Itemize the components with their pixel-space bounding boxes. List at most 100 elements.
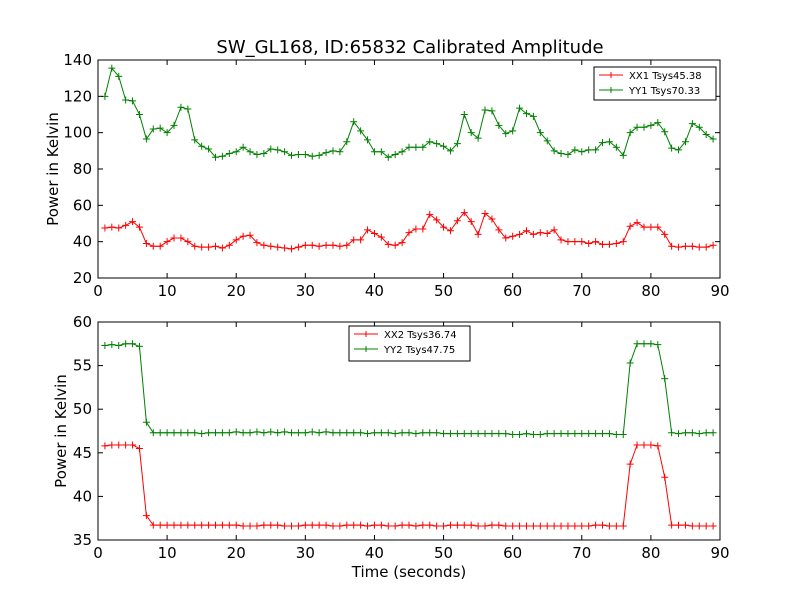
data-point-marker xyxy=(695,522,703,530)
data-point-marker xyxy=(274,146,282,154)
data-point-marker xyxy=(260,150,268,158)
data-point-marker xyxy=(516,230,524,238)
data-point-marker xyxy=(260,429,268,437)
data-point-marker xyxy=(398,429,406,437)
data-point-marker xyxy=(488,107,496,115)
data-point-marker xyxy=(426,429,434,437)
data-point-marker xyxy=(529,230,537,238)
data-point-marker xyxy=(350,118,358,126)
data-point-marker xyxy=(343,138,351,146)
data-point-marker xyxy=(529,522,537,530)
data-point-marker xyxy=(557,150,565,158)
data-point-marker xyxy=(281,522,289,530)
data-point-marker xyxy=(170,234,178,242)
data-point-marker xyxy=(205,429,213,437)
data-point-marker xyxy=(129,97,137,105)
x-tick-label: 20 xyxy=(227,282,246,300)
series-0 xyxy=(101,209,717,253)
data-point-marker xyxy=(391,241,399,249)
data-point-marker xyxy=(315,151,323,159)
x-tick-label: 30 xyxy=(296,544,315,562)
data-point-marker xyxy=(177,103,185,111)
series-1 xyxy=(101,340,717,438)
data-point-marker xyxy=(543,137,551,145)
data-point-marker xyxy=(412,225,420,233)
data-point-marker xyxy=(384,153,392,161)
data-point-marker xyxy=(294,243,302,251)
data-point-marker xyxy=(612,239,620,247)
y-tick-label: 45 xyxy=(73,444,92,462)
data-point-marker xyxy=(495,121,503,129)
data-point-marker xyxy=(177,234,185,242)
data-point-marker xyxy=(225,521,233,529)
data-point-marker xyxy=(142,239,150,247)
data-point-marker xyxy=(115,224,123,232)
data-point-marker xyxy=(440,522,448,530)
x-tick-label: 60 xyxy=(503,282,522,300)
data-point-marker xyxy=(688,522,696,530)
data-point-marker xyxy=(246,429,254,437)
data-point-marker xyxy=(681,242,689,250)
data-point-marker xyxy=(433,140,441,148)
data-point-marker xyxy=(211,521,219,529)
data-point-marker xyxy=(405,143,413,151)
data-point-marker xyxy=(640,223,648,231)
data-point-marker xyxy=(550,430,558,438)
data-point-marker xyxy=(619,430,627,438)
data-point-marker xyxy=(205,145,213,153)
data-point-marker xyxy=(453,430,461,438)
data-point-marker xyxy=(419,143,427,151)
data-point-marker xyxy=(156,242,164,250)
x-tick-label: 10 xyxy=(158,282,177,300)
data-point-marker xyxy=(364,522,372,530)
data-point-marker xyxy=(405,229,413,237)
data-point-marker xyxy=(474,522,482,530)
data-point-marker xyxy=(391,522,399,530)
x-tick-label: 20 xyxy=(227,544,246,562)
data-point-marker xyxy=(605,138,613,146)
data-point-marker xyxy=(163,238,171,246)
data-point-marker xyxy=(281,428,289,436)
data-point-marker xyxy=(225,150,233,158)
data-point-marker xyxy=(543,229,551,237)
data-point-marker xyxy=(315,429,323,437)
data-point-marker xyxy=(536,129,544,137)
x-tick-label: 40 xyxy=(365,544,384,562)
data-point-marker xyxy=(612,143,620,151)
data-point-marker xyxy=(592,238,600,246)
data-point-marker xyxy=(329,241,337,249)
data-point-marker xyxy=(675,430,683,438)
data-point-marker xyxy=(294,150,302,158)
data-point-marker xyxy=(191,521,199,529)
data-point-marker xyxy=(509,127,517,135)
data-point-marker xyxy=(668,521,676,529)
data-point-marker xyxy=(688,429,696,437)
data-point-marker xyxy=(585,239,593,247)
data-point-marker xyxy=(668,429,676,437)
data-point-marker xyxy=(184,105,192,113)
data-point-marker xyxy=(440,223,448,231)
y-tick-label: 80 xyxy=(73,160,92,178)
data-point-marker xyxy=(177,521,185,529)
data-point-marker xyxy=(522,227,530,235)
data-point-marker xyxy=(647,223,655,231)
series-1 xyxy=(101,64,717,161)
data-point-marker xyxy=(702,429,710,437)
data-point-marker xyxy=(122,221,130,229)
data-point-marker xyxy=(571,146,579,154)
legend-label: XX2 Tsys36.74 xyxy=(384,330,457,341)
data-point-marker xyxy=(350,521,358,529)
data-point-marker xyxy=(446,147,454,155)
y-tick-label: 20 xyxy=(73,269,92,287)
data-point-marker xyxy=(453,217,461,225)
data-point-marker xyxy=(592,146,600,154)
data-point-marker xyxy=(315,242,323,250)
data-point-marker xyxy=(135,223,143,231)
y-tick-label: 140 xyxy=(63,51,92,69)
data-point-marker xyxy=(495,521,503,529)
data-point-marker xyxy=(681,138,689,146)
data-point-marker xyxy=(460,430,468,438)
data-point-marker xyxy=(474,230,482,238)
data-point-marker xyxy=(661,473,669,481)
data-point-marker xyxy=(156,124,164,132)
